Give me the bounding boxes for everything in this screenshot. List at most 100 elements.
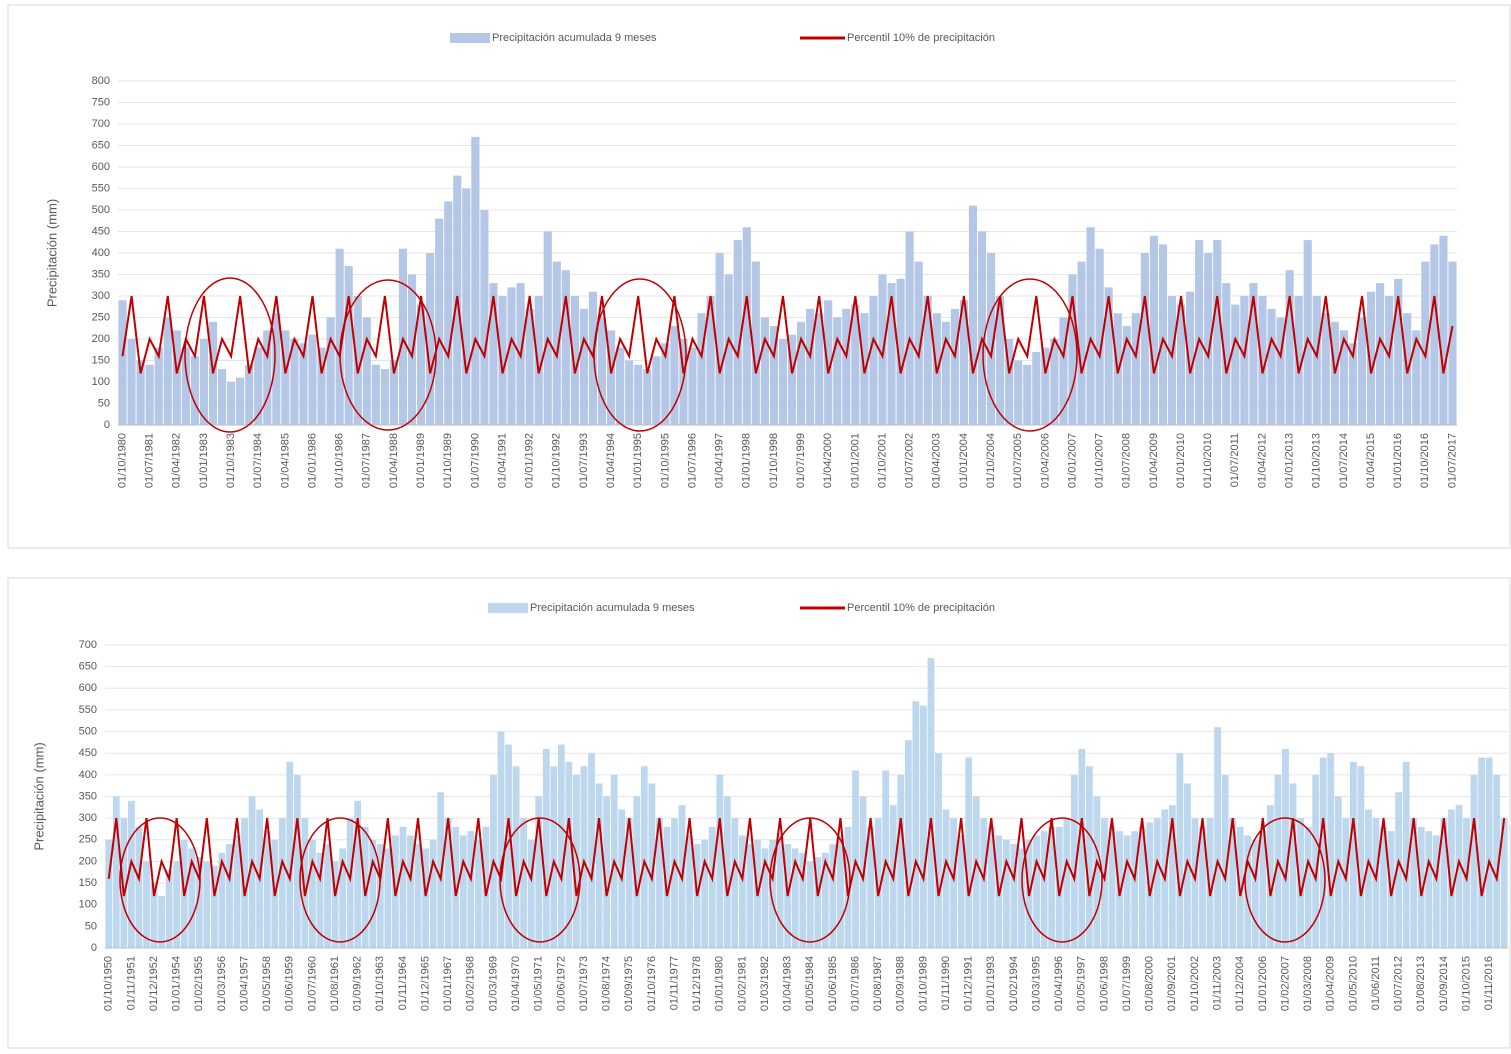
bar: [1104, 287, 1113, 425]
bar: [1439, 235, 1448, 425]
bar: [661, 343, 670, 425]
bar: [733, 240, 742, 425]
bar: [1070, 774, 1078, 948]
x-tick-label: 01/04/1994: [605, 433, 617, 488]
y-tick-label: 500: [92, 204, 110, 216]
x-tick-label: 01/04/2009: [1325, 956, 1337, 1011]
bar: [799, 852, 807, 948]
y-tick-label: 150: [92, 354, 110, 366]
bar: [1312, 774, 1320, 948]
bar: [354, 800, 362, 948]
bar: [1240, 296, 1249, 425]
x-tick-label: 01/01/2010: [1175, 433, 1187, 488]
bar: [163, 317, 172, 425]
y-tick-label: 100: [92, 376, 110, 388]
bar: [1478, 757, 1485, 948]
y-tick-label: 550: [92, 182, 110, 194]
bar: [324, 844, 331, 948]
bar: [112, 796, 120, 948]
bar: [1289, 783, 1297, 948]
bar: [414, 844, 422, 948]
bar: [1312, 296, 1321, 425]
x-tick-label: 01/12/1991: [963, 956, 975, 1011]
x-tick-label: 01/07/2008: [1121, 433, 1133, 488]
bar: [715, 253, 724, 425]
bar: [1304, 826, 1312, 948]
bar: [1085, 766, 1093, 948]
bar: [950, 308, 959, 425]
bar: [1231, 304, 1240, 425]
bar: [912, 701, 920, 948]
bar: [738, 835, 746, 948]
bar: [437, 792, 445, 948]
x-tick-label: 01/10/1976: [646, 956, 658, 1011]
bar: [525, 308, 534, 425]
bar: [331, 861, 339, 948]
x-tick-label: 01/10/2013: [1311, 433, 1323, 488]
x-tick-label: 01/05/1958: [261, 956, 273, 1011]
x-tick-label: 01/07/1984: [252, 433, 264, 488]
bar: [1430, 244, 1439, 425]
bar: [1093, 796, 1101, 948]
bar: [1285, 270, 1294, 425]
x-tick-label: 01/01/2007: [1066, 433, 1078, 488]
bar: [616, 347, 625, 425]
bar: [1319, 757, 1327, 948]
bar: [384, 848, 392, 948]
bar: [218, 852, 226, 948]
bar: [362, 317, 371, 425]
x-tick-label: 01/07/2005: [1012, 433, 1024, 488]
legend-label: Percentil 10% de precipitación: [847, 32, 995, 44]
x-tick-label: 01/04/1970: [510, 956, 522, 1011]
x-tick-label: 01/04/1988: [388, 433, 400, 488]
bar: [959, 300, 968, 425]
bar: [1032, 351, 1041, 425]
legend-swatch: [488, 603, 528, 613]
bar: [233, 835, 241, 948]
bar: [874, 818, 882, 948]
bar: [293, 774, 301, 948]
bar: [128, 800, 135, 948]
bar: [150, 883, 158, 948]
bar: [489, 283, 498, 425]
bar: [708, 826, 716, 948]
bar: [1376, 283, 1385, 425]
bar: [1199, 826, 1206, 948]
bar: [1010, 844, 1018, 948]
highlight-ellipse: [299, 817, 381, 943]
bar: [1138, 826, 1146, 948]
bar: [317, 347, 326, 425]
bar: [290, 339, 299, 425]
x-tick-label: 01/09/1988: [895, 956, 907, 1011]
y-tick-label: 200: [79, 855, 97, 867]
chart: 0 50 100 150 200 250 300 350 400 450 500 550 600 650 7…: [31, 602, 1508, 1011]
bar: [459, 835, 467, 948]
x-tick-label: 01/04/1991: [496, 433, 508, 488]
bar: [1357, 317, 1367, 425]
bar: [1204, 253, 1213, 425]
bar: [190, 356, 199, 425]
x-tick-label: 01/10/1983: [225, 433, 237, 488]
bar: [1167, 296, 1177, 425]
y-tick-label: 550: [79, 704, 97, 716]
bar: [896, 278, 905, 425]
y-axis-label: Precipitación (mm): [44, 199, 59, 307]
bar: [1123, 835, 1131, 948]
bar: [407, 835, 414, 948]
y-tick-label: 800: [92, 75, 110, 87]
x-tick-label: 01/10/2001: [876, 433, 888, 488]
x-tick-label: 01/09/1962: [352, 956, 364, 1011]
bar: [1259, 831, 1267, 948]
bar: [625, 360, 634, 425]
highlight-ellipse: [769, 817, 851, 943]
highlight-ellipse: [184, 277, 276, 433]
bar: [1191, 818, 1199, 948]
y-tick-label: 0: [104, 419, 110, 431]
y-tick-label: 350: [92, 268, 110, 280]
x-tick-label: 01/07/1981: [144, 433, 156, 488]
bar: [389, 360, 399, 425]
bar: [731, 818, 739, 948]
y-tick-label: 50: [85, 920, 97, 932]
x-tick-label: 01/05/2010: [1347, 956, 1359, 1011]
bar: [127, 339, 136, 425]
